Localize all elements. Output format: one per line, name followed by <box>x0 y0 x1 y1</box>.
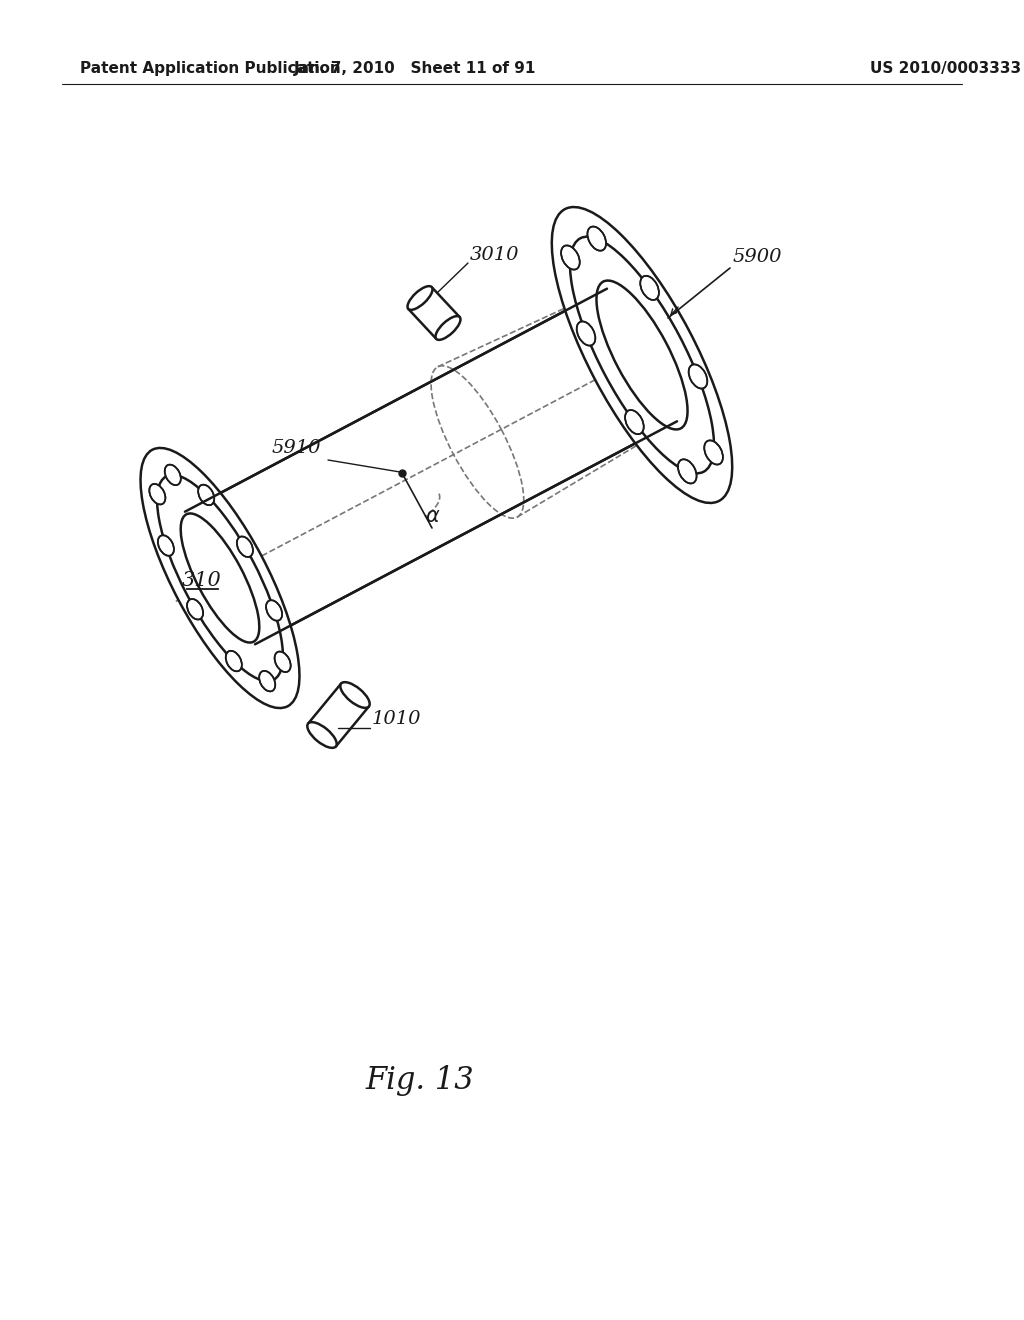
Ellipse shape <box>340 682 370 708</box>
Ellipse shape <box>689 364 708 388</box>
Ellipse shape <box>150 484 166 504</box>
Ellipse shape <box>266 601 283 620</box>
Ellipse shape <box>640 276 658 300</box>
Ellipse shape <box>140 447 299 708</box>
Polygon shape <box>185 289 677 644</box>
Text: 5900: 5900 <box>733 248 782 267</box>
Ellipse shape <box>199 484 214 506</box>
Ellipse shape <box>165 465 181 486</box>
Ellipse shape <box>259 671 275 692</box>
Ellipse shape <box>225 651 242 672</box>
Polygon shape <box>308 684 369 746</box>
Polygon shape <box>409 286 460 339</box>
Ellipse shape <box>187 599 203 619</box>
Ellipse shape <box>561 246 580 269</box>
Ellipse shape <box>158 536 174 556</box>
Ellipse shape <box>307 722 337 748</box>
Ellipse shape <box>705 441 723 465</box>
Ellipse shape <box>577 322 595 346</box>
Text: 310: 310 <box>182 570 222 590</box>
Text: Patent Application Publication: Patent Application Publication <box>80 61 341 75</box>
Ellipse shape <box>625 411 644 434</box>
Text: Fig. 13: Fig. 13 <box>366 1064 474 1096</box>
Ellipse shape <box>596 281 687 429</box>
Text: 5910: 5910 <box>272 440 322 457</box>
Ellipse shape <box>588 227 606 251</box>
Text: 3010: 3010 <box>470 246 519 264</box>
Ellipse shape <box>180 513 259 643</box>
Ellipse shape <box>408 286 432 310</box>
Text: $\alpha$: $\alpha$ <box>425 507 440 525</box>
Text: 1010: 1010 <box>372 710 422 729</box>
Ellipse shape <box>552 207 732 503</box>
Ellipse shape <box>435 315 461 339</box>
Ellipse shape <box>274 652 291 672</box>
Ellipse shape <box>678 459 696 483</box>
Text: US 2010/0003333 A1: US 2010/0003333 A1 <box>870 61 1024 75</box>
Ellipse shape <box>237 536 253 557</box>
Text: Jan. 7, 2010   Sheet 11 of 91: Jan. 7, 2010 Sheet 11 of 91 <box>294 61 537 75</box>
